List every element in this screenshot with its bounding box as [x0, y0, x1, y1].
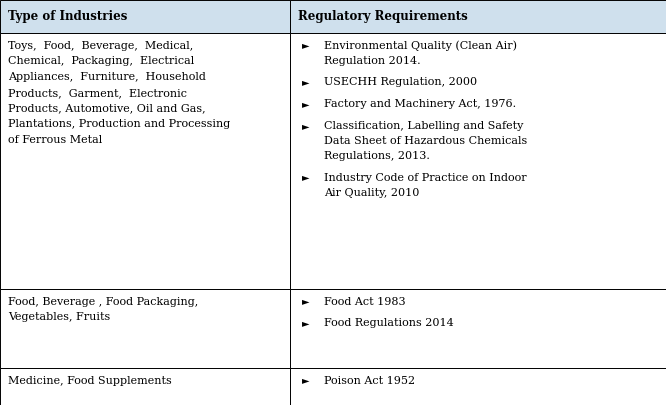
Text: ►: ► — [302, 173, 309, 183]
Text: Vegetables, Fruits: Vegetables, Fruits — [8, 312, 111, 322]
Bar — [0, 0, 290, 33]
Text: Regulatory Requirements: Regulatory Requirements — [298, 10, 468, 23]
Text: Environmental Quality (Clean Air): Environmental Quality (Clean Air) — [324, 40, 517, 51]
Text: Classification, Labelling and Safety: Classification, Labelling and Safety — [324, 121, 523, 131]
Text: Poison Act 1952: Poison Act 1952 — [324, 375, 416, 386]
Text: Products, Automotive, Oil and Gas,: Products, Automotive, Oil and Gas, — [8, 104, 206, 113]
Text: ►: ► — [302, 121, 309, 131]
Text: ►: ► — [302, 375, 309, 386]
Text: ►: ► — [302, 296, 309, 307]
Text: Toys,  Food,  Beverage,  Medical,: Toys, Food, Beverage, Medical, — [8, 40, 193, 51]
Text: Type of Industries: Type of Industries — [8, 10, 127, 23]
Bar — [290, 33, 666, 289]
Text: ►: ► — [302, 99, 309, 109]
Bar — [290, 0, 666, 33]
Bar — [290, 368, 666, 405]
Text: ►: ► — [302, 318, 309, 328]
Bar — [0, 33, 290, 289]
Text: Industry Code of Practice on Indoor: Industry Code of Practice on Indoor — [324, 173, 527, 183]
Bar — [0, 289, 290, 368]
Text: Food Act 1983: Food Act 1983 — [324, 296, 406, 307]
Text: of Ferrous Metal: of Ferrous Metal — [8, 135, 103, 145]
Text: Plantations, Production and Processing: Plantations, Production and Processing — [8, 119, 230, 129]
Text: Chemical,  Packaging,  Electrical: Chemical, Packaging, Electrical — [8, 56, 194, 66]
Text: Medicine, Food Supplements: Medicine, Food Supplements — [8, 375, 172, 386]
Text: Data Sheet of Hazardous Chemicals: Data Sheet of Hazardous Chemicals — [324, 136, 527, 146]
Text: Air Quality, 2010: Air Quality, 2010 — [324, 188, 420, 198]
Text: Factory and Machinery Act, 1976.: Factory and Machinery Act, 1976. — [324, 99, 516, 109]
Text: Regulation 2014.: Regulation 2014. — [324, 55, 421, 66]
Text: ►: ► — [302, 77, 309, 87]
Bar — [0, 368, 290, 405]
Text: ►: ► — [302, 40, 309, 51]
Text: Products,  Garment,  Electronic: Products, Garment, Electronic — [8, 88, 187, 98]
Text: Appliances,  Furniture,  Household: Appliances, Furniture, Household — [8, 72, 206, 82]
Text: Food Regulations 2014: Food Regulations 2014 — [324, 318, 454, 328]
Text: Food, Beverage , Food Packaging,: Food, Beverage , Food Packaging, — [8, 296, 198, 307]
Text: USECHH Regulation, 2000: USECHH Regulation, 2000 — [324, 77, 478, 87]
Bar — [290, 289, 666, 368]
Text: Regulations, 2013.: Regulations, 2013. — [324, 151, 430, 161]
